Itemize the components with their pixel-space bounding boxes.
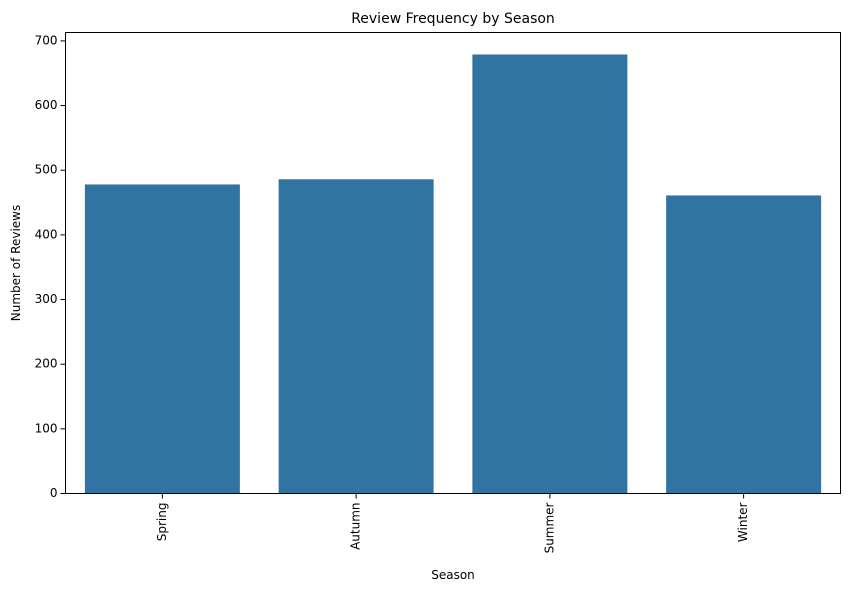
bars-group bbox=[84, 54, 822, 494]
bar-autumn bbox=[278, 179, 434, 494]
bar-spring bbox=[84, 184, 240, 494]
y-tick-label: 400 bbox=[35, 227, 58, 241]
y-tick-label: 0 bbox=[50, 486, 58, 500]
bar-winter bbox=[666, 195, 822, 494]
x-axis-ticks: Spring Autumn Summer Winter bbox=[155, 493, 750, 553]
y-tick-label: 100 bbox=[35, 421, 58, 435]
y-axis-ticks: 0 100 200 300 400 500 600 700 bbox=[35, 33, 66, 500]
x-axis-label: Season bbox=[431, 568, 475, 582]
chart-title: Review Frequency by Season bbox=[351, 11, 555, 27]
plot-frame bbox=[65, 32, 841, 494]
x-tick-label: Autumn bbox=[349, 503, 363, 550]
bar-summer bbox=[472, 54, 628, 494]
y-tick-label: 600 bbox=[35, 98, 58, 112]
x-tick-label: Spring bbox=[155, 503, 169, 542]
y-tick-label: 300 bbox=[35, 292, 58, 306]
y-tick-label: 700 bbox=[35, 33, 58, 47]
x-tick-label: Summer bbox=[542, 502, 556, 553]
y-tick-label: 200 bbox=[35, 357, 58, 371]
y-axis-label: Number of Reviews bbox=[9, 205, 23, 321]
x-tick-label: Winter bbox=[736, 502, 750, 542]
y-tick-label: 500 bbox=[35, 163, 58, 177]
